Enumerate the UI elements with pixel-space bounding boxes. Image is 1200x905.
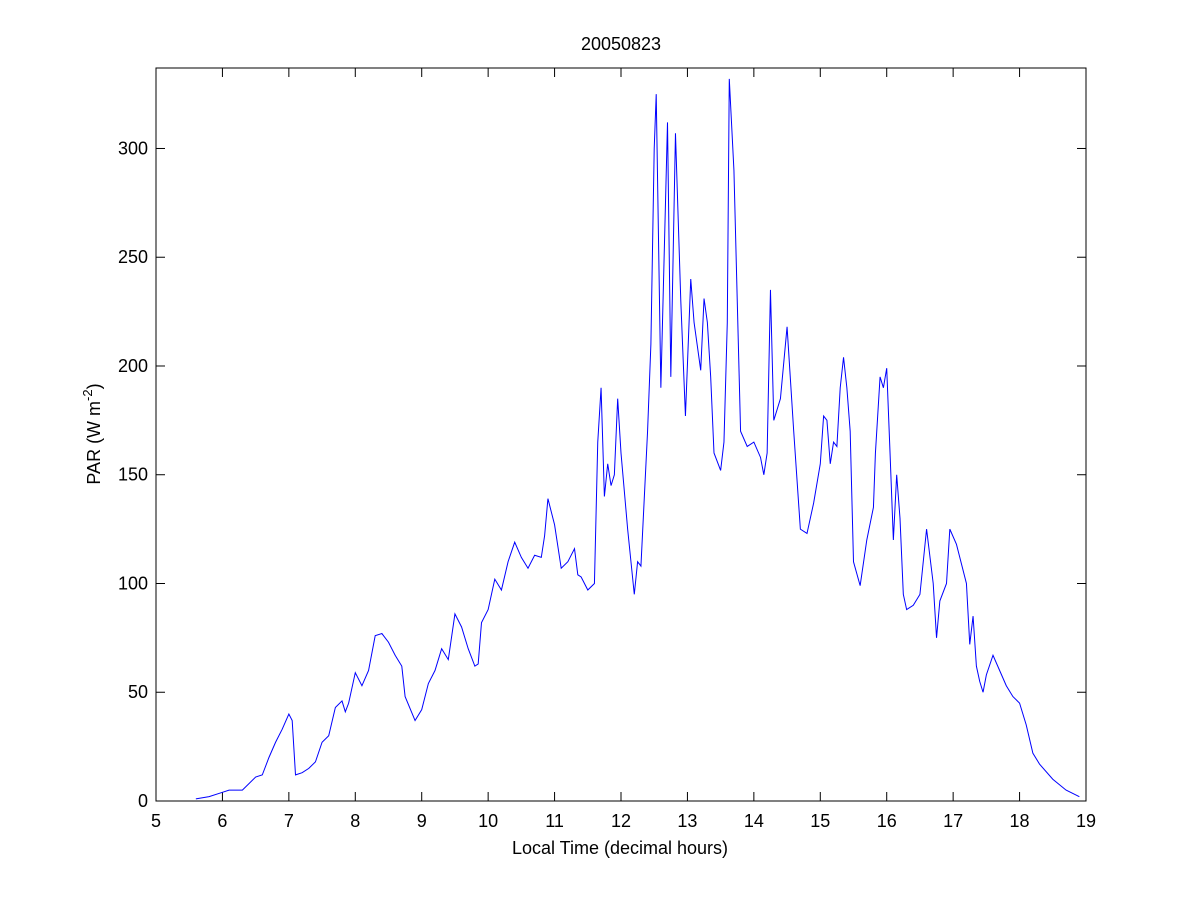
- x-tick-label: 6: [217, 811, 227, 831]
- y-tick-label: 0: [138, 791, 148, 811]
- x-tick-label: 13: [677, 811, 697, 831]
- y-tick-label: 200: [118, 356, 148, 376]
- y-label-end: ): [84, 383, 104, 389]
- y-tick-label: 250: [118, 247, 148, 267]
- y-label-sup: -2: [80, 389, 95, 401]
- x-axis-label: Local Time (decimal hours): [512, 838, 728, 858]
- y-tick-label: 50: [128, 682, 148, 702]
- x-tick-label: 8: [350, 811, 360, 831]
- x-tick-label: 5: [151, 811, 161, 831]
- x-tick-label: 19: [1076, 811, 1096, 831]
- y-label-main: PAR (W m: [84, 401, 104, 485]
- x-tick-label: 16: [877, 811, 897, 831]
- x-tick-label: 10: [478, 811, 498, 831]
- chart-title: 20050823: [581, 34, 661, 54]
- y-axis-label: PAR (W m-2): [80, 383, 104, 484]
- x-tick-label: 17: [943, 811, 963, 831]
- x-tick-label: 15: [810, 811, 830, 831]
- x-tick-label: 9: [417, 811, 427, 831]
- x-tick-label: 12: [611, 811, 631, 831]
- x-tick-label: 11: [545, 811, 564, 831]
- y-tick-label: 100: [118, 573, 148, 593]
- y-tick-label: 150: [118, 465, 148, 485]
- x-tick-label: 18: [1010, 811, 1030, 831]
- x-tick-label: 7: [284, 811, 294, 831]
- x-tick-label: 14: [744, 811, 764, 831]
- data-line: [195, 78, 1080, 800]
- y-tick-label: 300: [118, 138, 148, 158]
